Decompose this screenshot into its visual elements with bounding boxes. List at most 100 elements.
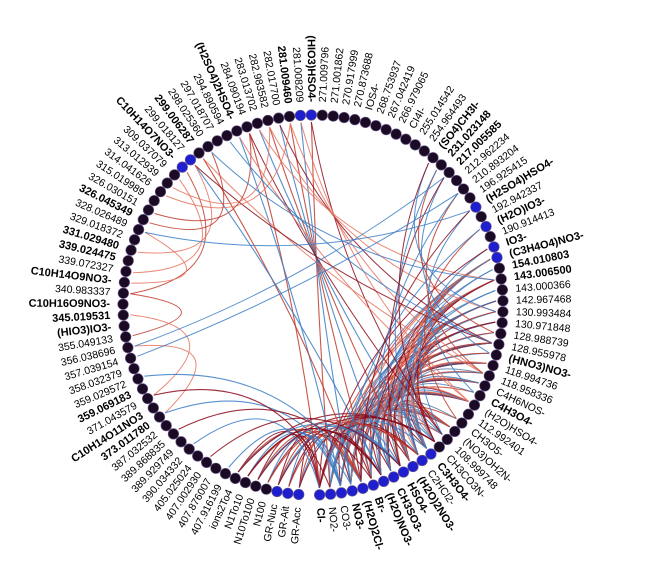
node-101 xyxy=(229,472,241,484)
node-label: 143.000366 xyxy=(515,278,571,294)
node-51 xyxy=(338,111,350,124)
node-64 xyxy=(202,141,214,153)
chord-link xyxy=(228,428,341,487)
node-38 xyxy=(457,183,470,195)
node-0 xyxy=(314,489,326,501)
chord-link xyxy=(298,428,401,488)
node-87 xyxy=(128,363,140,375)
node-33 xyxy=(484,231,496,243)
node-label: NO2- xyxy=(326,507,340,534)
chord-link xyxy=(237,431,320,489)
node-4 xyxy=(357,482,369,494)
node-24 xyxy=(495,328,507,340)
node-3 xyxy=(346,485,358,497)
chord-link xyxy=(193,418,320,489)
chord-link xyxy=(144,210,471,247)
node-41 xyxy=(435,159,447,171)
chord-link xyxy=(279,124,493,344)
node-83 xyxy=(118,320,130,332)
node-label: 271.009796 xyxy=(317,46,332,102)
node-1 xyxy=(324,488,337,500)
node-label: NO3- xyxy=(349,502,366,531)
node-45 xyxy=(400,133,412,145)
chord-link xyxy=(300,122,469,402)
node-50 xyxy=(349,114,361,126)
node-57 xyxy=(273,112,285,124)
node-39 xyxy=(450,174,463,187)
node-14 xyxy=(449,425,461,438)
node-48 xyxy=(370,120,382,132)
chord-link xyxy=(269,127,410,461)
chord-link xyxy=(134,344,197,414)
node-82 xyxy=(117,309,129,321)
node-67 xyxy=(176,161,188,173)
node-79 xyxy=(118,276,130,288)
chord-link xyxy=(425,193,484,374)
node-75 xyxy=(128,234,141,246)
chord-link xyxy=(318,248,488,489)
node-label: GR-Ait xyxy=(276,505,292,538)
node-102 xyxy=(239,476,252,489)
chord-link xyxy=(210,417,401,467)
node-22 xyxy=(490,349,502,361)
node-label: Cl- xyxy=(314,508,327,523)
node-8 xyxy=(397,466,410,478)
node-21 xyxy=(487,359,499,372)
node-label: Br- xyxy=(372,496,389,515)
node-31 xyxy=(491,251,503,264)
node-60 xyxy=(241,121,253,133)
node-70 xyxy=(154,186,167,198)
chord-link xyxy=(130,293,182,337)
chord-link xyxy=(237,413,435,473)
node-18 xyxy=(474,390,486,402)
node-23 xyxy=(493,338,505,351)
chord-link xyxy=(279,124,392,471)
node-label: 130.993484 xyxy=(516,306,572,320)
node-28 xyxy=(496,284,509,296)
chord-link xyxy=(137,164,213,254)
node-15 xyxy=(456,417,468,429)
chord-link xyxy=(417,169,495,334)
node-35 xyxy=(475,211,487,223)
node-95 xyxy=(175,436,187,448)
chord-link xyxy=(149,152,225,230)
chord-link xyxy=(211,152,495,281)
chord-link xyxy=(239,137,469,402)
node-label: 130.971848 xyxy=(515,318,572,335)
node-56 xyxy=(283,110,296,123)
chord-link xyxy=(258,129,428,449)
node-86 xyxy=(125,352,137,364)
chord-link xyxy=(131,231,187,284)
node-63 xyxy=(211,135,223,147)
node-20 xyxy=(483,370,495,382)
chord-nodes xyxy=(117,109,509,501)
node-61 xyxy=(231,125,243,137)
node-43 xyxy=(418,145,430,157)
node-76 xyxy=(125,244,137,256)
node-label: 345.019531 xyxy=(52,310,111,325)
node-27 xyxy=(497,295,509,307)
node-34 xyxy=(480,220,492,233)
chord-link xyxy=(387,177,445,467)
chord-link xyxy=(394,169,438,455)
chord-link xyxy=(420,177,490,354)
node-62 xyxy=(221,130,233,142)
node-19 xyxy=(479,380,491,392)
chord-link xyxy=(130,314,191,396)
node-107 xyxy=(293,488,305,501)
node-32 xyxy=(488,241,500,253)
chord-link xyxy=(360,210,471,482)
chord-link xyxy=(277,433,362,485)
node-5 xyxy=(367,479,379,491)
chord-link xyxy=(202,158,484,374)
node-29 xyxy=(495,273,507,285)
node-13 xyxy=(441,433,453,446)
node-98 xyxy=(201,456,213,469)
chord-link xyxy=(130,171,207,295)
chord-link xyxy=(144,373,362,482)
node-103 xyxy=(250,480,262,492)
node-37 xyxy=(464,192,476,204)
chord-link xyxy=(413,162,497,313)
chord-link xyxy=(409,375,479,449)
